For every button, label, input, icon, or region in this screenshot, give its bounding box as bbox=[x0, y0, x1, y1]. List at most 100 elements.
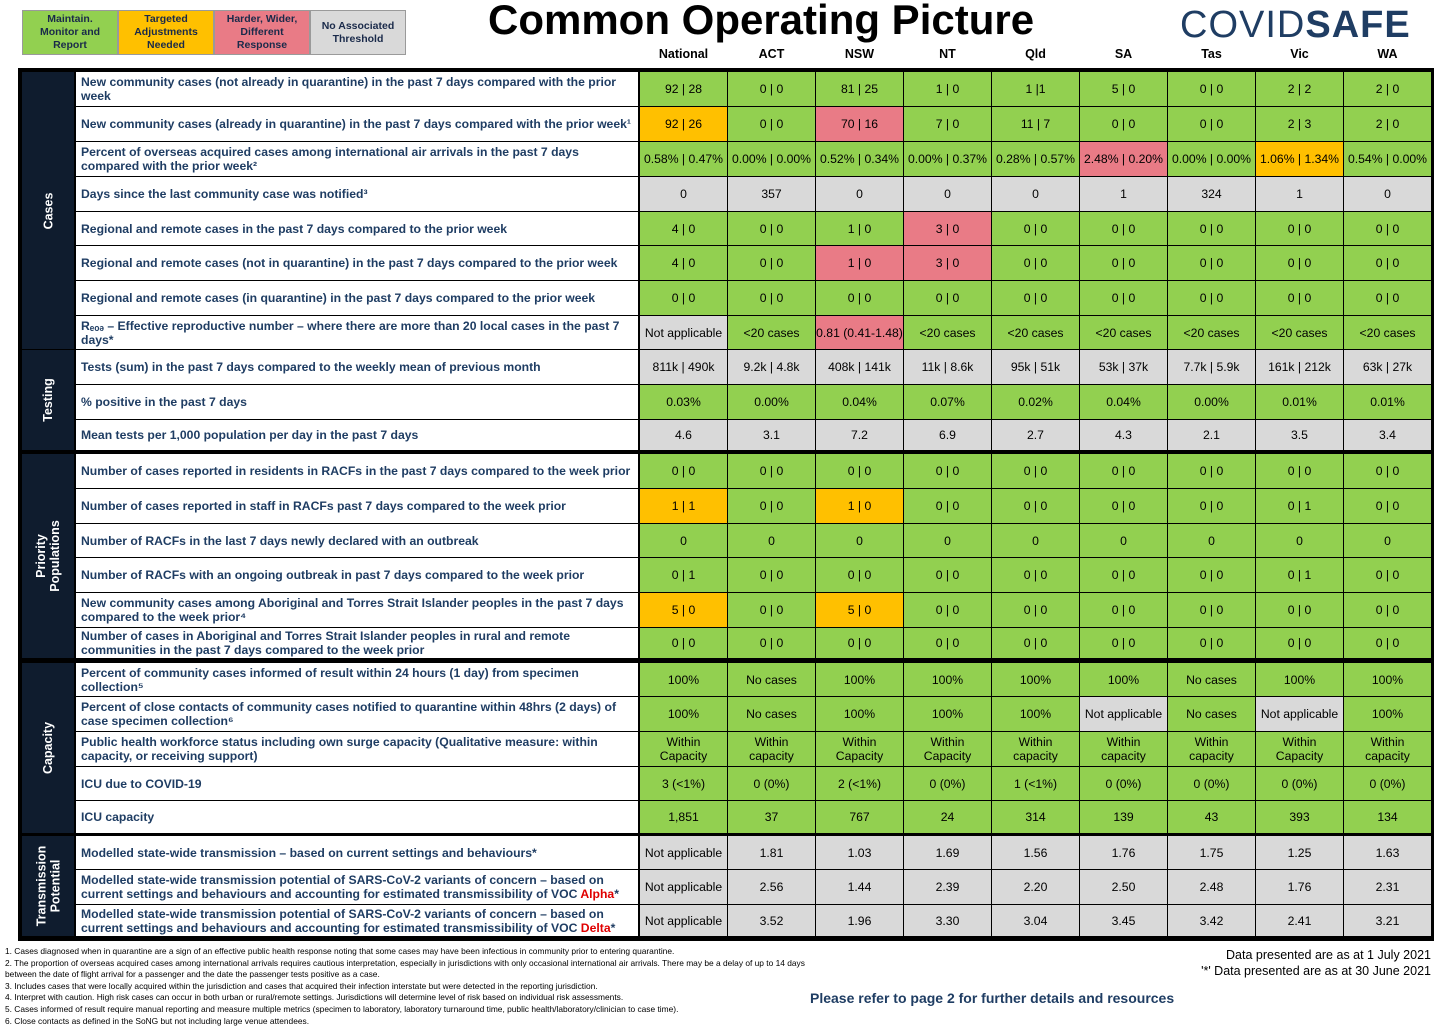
cell-tas: 3.42 bbox=[1168, 905, 1255, 936]
row-label-text: New community cases among Aboriginal and… bbox=[81, 596, 624, 624]
row-label-wrap: New community cases among Aboriginal and… bbox=[81, 596, 632, 624]
cell-act: No cases bbox=[728, 697, 815, 731]
row-label-text: ICU due to COVID-19 bbox=[81, 776, 202, 791]
row-label-text: Number of cases in Aboriginal and Torres… bbox=[81, 629, 570, 657]
cell-wa: 3.21 bbox=[1344, 905, 1431, 936]
cell-national: Not applicable bbox=[640, 316, 727, 349]
column-header-qld: Qld bbox=[1025, 47, 1046, 61]
cell-vic: 1.76 bbox=[1256, 870, 1343, 904]
section-name: Transmission Potential bbox=[34, 845, 62, 927]
voc-asterisk: * bbox=[610, 920, 616, 935]
cell-qld: 0 | 0 bbox=[992, 454, 1079, 488]
footnotes: 1. Cases diagnosed when in quarantine ar… bbox=[5, 946, 805, 1027]
row-label-text: Modelled state-wide transmission – based… bbox=[81, 845, 537, 860]
cell-nsw: 0.04% bbox=[816, 385, 903, 419]
section-name: Priority Populations bbox=[34, 520, 63, 592]
cell-nt: 1.69 bbox=[904, 836, 991, 869]
footnote-6: 6. Close contacts as defined in the SoNG… bbox=[5, 1015, 310, 1026]
cell-tas: No cases bbox=[1168, 663, 1255, 696]
cell-sa: 5 | 0 bbox=[1080, 72, 1167, 106]
cell-wa: 0 | 0 bbox=[1344, 628, 1431, 658]
legend-no-threshold: No Associated Threshold bbox=[310, 10, 406, 55]
cell-national: 5 | 0 bbox=[640, 593, 727, 627]
cell-national: 0.58% | 0.47% bbox=[640, 142, 727, 176]
refer-link[interactable]: Please refer to page 2 for further detai… bbox=[810, 990, 1175, 1006]
section-label-3: Capacity bbox=[22, 663, 74, 833]
cell-qld: Within capacity bbox=[992, 732, 1079, 766]
cell-nsw: 0.81 (0.41-1.48) bbox=[816, 316, 903, 349]
row-label: Tests (sum) in the past 7 days compared … bbox=[76, 350, 638, 384]
cell-tas: 0 | 0 bbox=[1168, 454, 1255, 488]
cell-wa: 0 bbox=[1344, 177, 1431, 211]
cell-sa: 0 (0%) bbox=[1080, 767, 1167, 800]
cell-vic: 0 | 0 bbox=[1256, 212, 1343, 245]
row-label-wrap: Modelled state-wide transmission potenti… bbox=[81, 873, 632, 901]
cell-act: 0 (0%) bbox=[728, 767, 815, 800]
row-label-text: Public health workforce status including… bbox=[81, 735, 598, 763]
row-label: Modelled state-wide transmission potenti… bbox=[76, 905, 638, 936]
cell-sa: 2.48% | 0.20% bbox=[1080, 142, 1167, 176]
cell-sa: 4.3 bbox=[1080, 420, 1167, 450]
footnote-3: 3. Includes cases that were locally acqu… bbox=[5, 980, 598, 991]
row-label-text: ICU capacity bbox=[81, 810, 155, 824]
cell-qld: 0 | 0 bbox=[992, 593, 1079, 627]
cell-sa: 100% bbox=[1080, 663, 1167, 696]
cell-national: 0 | 0 bbox=[640, 454, 727, 488]
cell-tas: 0 | 0 bbox=[1168, 107, 1255, 141]
row-label: Days since the last community case was n… bbox=[76, 177, 638, 211]
voc-asterisk: * bbox=[614, 887, 619, 901]
cell-act: 0.00% bbox=[728, 385, 815, 419]
cell-national: 0 | 1 bbox=[640, 558, 727, 592]
cell-nsw: 1 | 0 bbox=[816, 246, 903, 280]
cell-act: No cases bbox=[728, 663, 815, 696]
cell-vic: 0 | 1 bbox=[1256, 558, 1343, 592]
row-label-text: Regional and remote cases (not in quaran… bbox=[81, 256, 618, 270]
cell-vic: Within Capacity bbox=[1256, 732, 1343, 766]
cell-vic: 0 | 0 bbox=[1256, 628, 1343, 658]
row-label-text: Percent of overseas acquired cases among… bbox=[81, 145, 579, 173]
cell-tas: 1.75 bbox=[1168, 836, 1255, 869]
row-label-wrap: Tests (sum) in the past 7 days compared … bbox=[81, 360, 541, 374]
row-label: Number of RACFs in the last 7 days newly… bbox=[76, 524, 638, 557]
cell-act: Within capacity bbox=[728, 732, 815, 766]
cell-nt: 6.9 bbox=[904, 420, 991, 450]
cell-wa: 0 | 0 bbox=[1344, 593, 1431, 627]
row-label: ICU capacity bbox=[76, 801, 638, 833]
cell-nsw: 100% bbox=[816, 697, 903, 731]
cell-nsw: 100% bbox=[816, 663, 903, 696]
row-label-wrap: % positive in the past 7 days bbox=[81, 395, 247, 409]
cell-qld: 1 (<1%) bbox=[992, 767, 1079, 800]
cell-act: 0 | 0 bbox=[728, 558, 815, 592]
cell-vic: 0 | 0 bbox=[1256, 454, 1343, 488]
cell-tas: 2.1 bbox=[1168, 420, 1255, 450]
cell-act: 9.2k | 4.8k bbox=[728, 350, 815, 384]
cell-wa: 0 bbox=[1344, 524, 1431, 557]
cell-nt: 2.39 bbox=[904, 870, 991, 904]
cell-national: 0 | 0 bbox=[640, 281, 727, 315]
footnote-2: 2. The proportion of overseas acquired c… bbox=[5, 957, 805, 980]
row-label-wrap: Number of cases reported in staff in RAC… bbox=[81, 499, 566, 513]
cell-tas: 0 | 0 bbox=[1168, 246, 1255, 280]
row-label: Modelled state-wide transmission potenti… bbox=[76, 870, 638, 904]
row-label: Number of RACFs with an ongoing outbreak… bbox=[76, 558, 638, 592]
row-label-wrap: Regional and remote cases (not in quaran… bbox=[81, 256, 617, 270]
column-header-nsw: NSW bbox=[844, 47, 875, 61]
cell-vic: 0.01% bbox=[1256, 385, 1343, 419]
covidsafe-logo: COVIDSAFE bbox=[1180, 4, 1411, 47]
cell-qld: 95k | 51k bbox=[992, 350, 1079, 384]
cell-tas: 0 (0%) bbox=[1168, 767, 1255, 800]
cell-nt: 0 bbox=[904, 524, 991, 557]
cell-vic: <20 cases bbox=[1256, 316, 1343, 349]
cell-vic: 0 bbox=[1256, 524, 1343, 557]
cell-sa: 0 | 0 bbox=[1080, 489, 1167, 523]
cell-nt: 0 bbox=[904, 177, 991, 211]
column-header-wa: WA bbox=[1377, 47, 1398, 61]
column-header-nt: NT bbox=[939, 47, 956, 61]
legend-targeted: Targeted Adjustments Needed bbox=[118, 10, 214, 55]
cell-sa: 0 | 0 bbox=[1080, 281, 1167, 315]
cell-qld: <20 cases bbox=[992, 316, 1079, 349]
cell-qld: 0.02% bbox=[992, 385, 1079, 419]
cell-nsw: 70 | 16 bbox=[816, 107, 903, 141]
cell-qld: 100% bbox=[992, 663, 1079, 696]
cell-act: 0 | 0 bbox=[728, 281, 815, 315]
